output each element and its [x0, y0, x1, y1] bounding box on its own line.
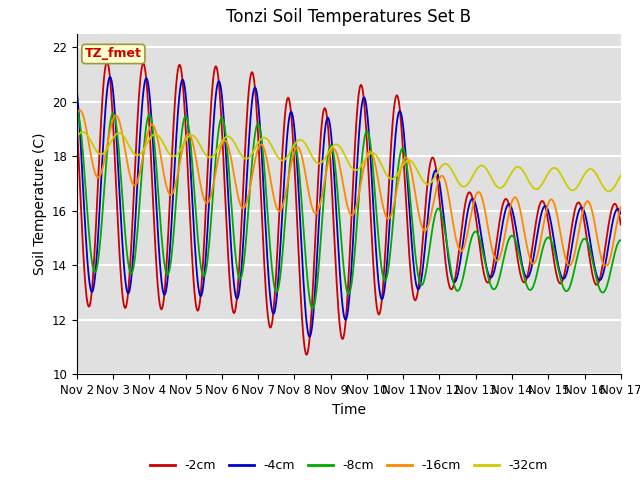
-4cm — [306, 334, 314, 340]
-16cm — [565, 263, 573, 268]
-8cm — [216, 120, 223, 126]
-16cm — [341, 192, 349, 198]
-32cm — [568, 187, 575, 193]
Line: -8cm: -8cm — [77, 112, 621, 309]
Text: TZ_fmet: TZ_fmet — [85, 48, 142, 60]
-2cm — [568, 220, 576, 226]
-16cm — [76, 107, 84, 113]
-2cm — [193, 307, 201, 312]
-16cm — [216, 146, 224, 152]
-32cm — [216, 141, 224, 147]
-32cm — [73, 134, 81, 140]
-16cm — [193, 161, 201, 167]
-16cm — [617, 204, 625, 210]
-32cm — [605, 189, 612, 194]
Line: -2cm: -2cm — [77, 62, 621, 355]
-16cm — [448, 211, 456, 217]
-16cm — [394, 181, 402, 187]
-32cm — [193, 137, 201, 143]
-4cm — [106, 74, 114, 80]
-8cm — [448, 271, 456, 276]
-2cm — [449, 286, 456, 291]
Legend: -2cm, -4cm, -8cm, -16cm, -32cm: -2cm, -4cm, -8cm, -16cm, -32cm — [145, 454, 553, 477]
-4cm — [395, 110, 403, 116]
Title: Tonzi Soil Temperatures Set B: Tonzi Soil Temperatures Set B — [227, 9, 471, 26]
-2cm — [395, 98, 403, 104]
-2cm — [216, 99, 224, 105]
-4cm — [568, 240, 576, 246]
-4cm — [216, 82, 224, 88]
Y-axis label: Soil Temperature (C): Soil Temperature (C) — [33, 133, 47, 275]
-4cm — [449, 276, 456, 282]
-32cm — [617, 172, 625, 178]
-16cm — [73, 111, 81, 117]
-4cm — [73, 87, 81, 93]
Line: -4cm: -4cm — [77, 77, 621, 337]
-8cm — [193, 214, 200, 220]
-4cm — [193, 271, 201, 276]
-8cm — [568, 278, 575, 284]
-8cm — [394, 167, 402, 172]
-16cm — [568, 259, 576, 264]
-4cm — [342, 317, 349, 323]
X-axis label: Time: Time — [332, 403, 366, 417]
-4cm — [617, 211, 625, 216]
-2cm — [617, 222, 625, 228]
-8cm — [308, 306, 316, 312]
-8cm — [73, 109, 81, 115]
-2cm — [342, 317, 349, 323]
-32cm — [341, 153, 349, 158]
-32cm — [79, 129, 86, 135]
Line: -16cm: -16cm — [77, 110, 621, 265]
Line: -32cm: -32cm — [77, 132, 621, 192]
-2cm — [303, 352, 310, 358]
-8cm — [341, 277, 349, 283]
-32cm — [394, 171, 402, 177]
-32cm — [448, 167, 456, 172]
-8cm — [617, 237, 625, 243]
-2cm — [103, 59, 111, 65]
-2cm — [73, 120, 81, 125]
